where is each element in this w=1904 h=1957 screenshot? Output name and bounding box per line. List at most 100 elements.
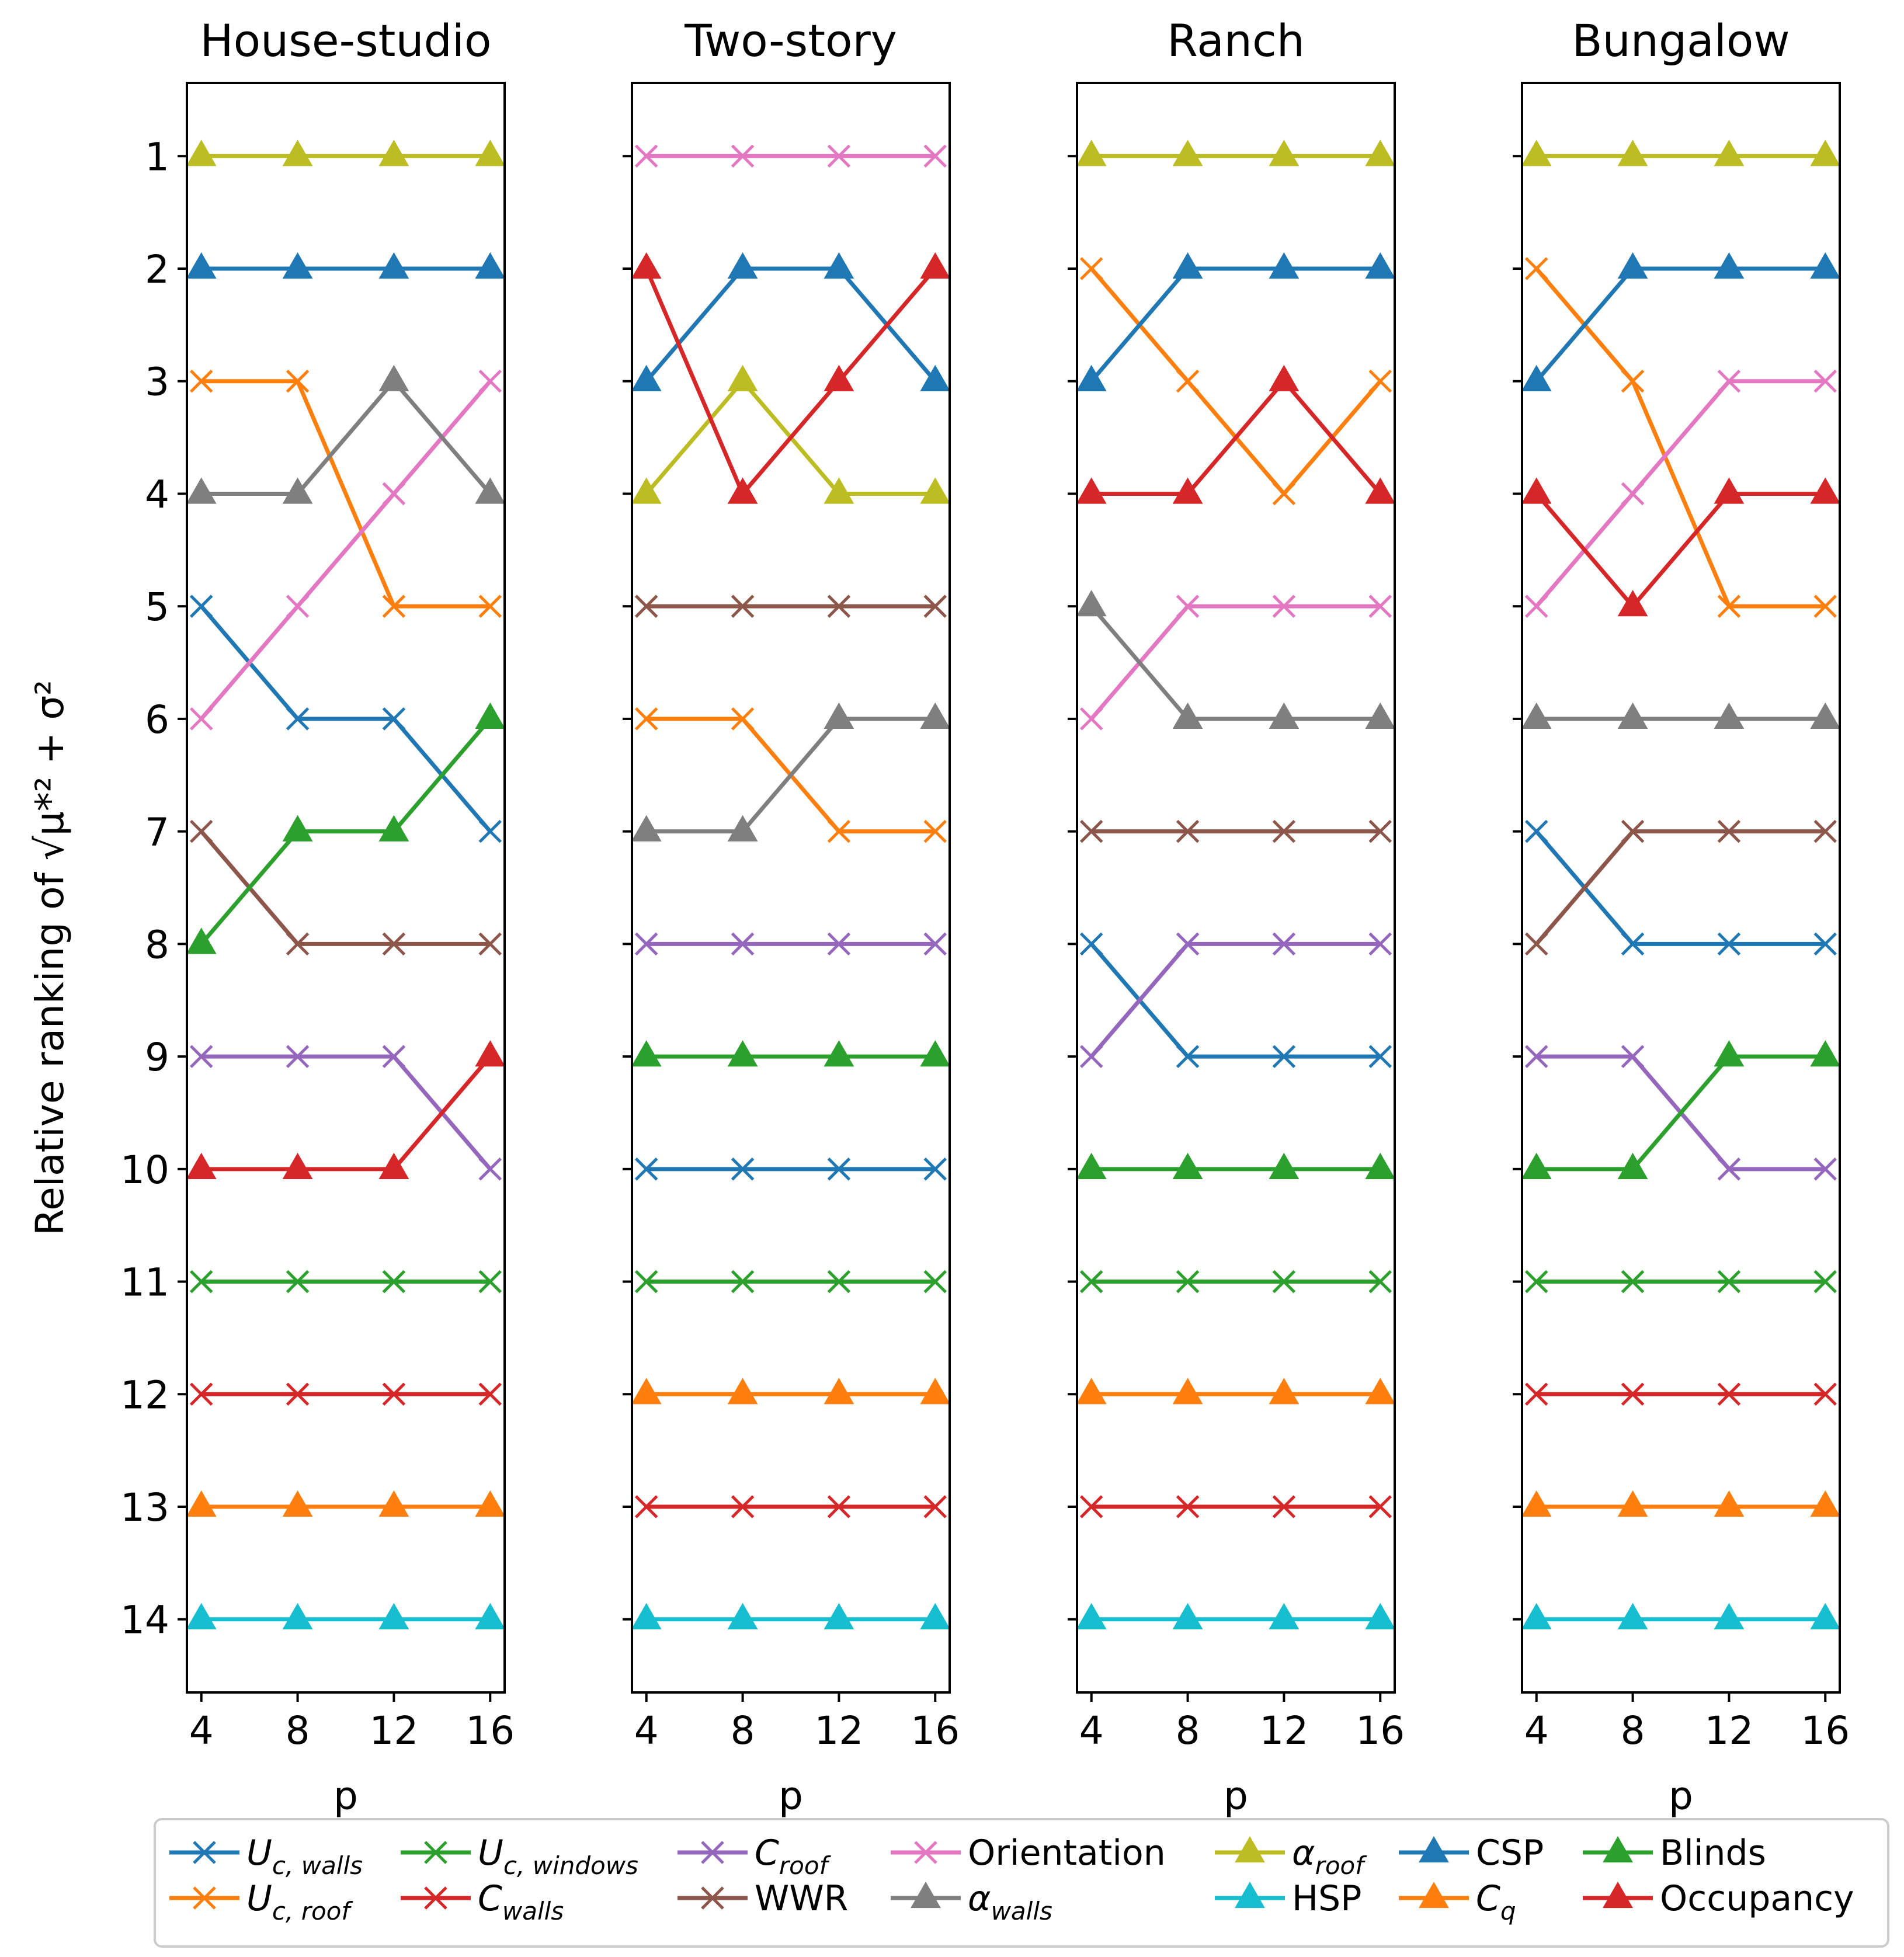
series-uc-windows — [189, 1270, 502, 1294]
y-tick-label: 3 — [145, 360, 169, 405]
legend-marker — [1235, 1881, 1265, 1909]
legend-entry-wwr: WWR — [677, 1878, 848, 1919]
x-tick-label: 4 — [1524, 1708, 1549, 1753]
legend-label: Uc, walls — [246, 1833, 363, 1880]
series-occupancy — [1521, 477, 1841, 617]
panel-title: Ranch — [1167, 15, 1305, 67]
legend-marker — [1603, 1881, 1633, 1909]
y-tick-label: 6 — [145, 697, 169, 742]
series-line — [1090, 604, 1381, 721]
data-point — [1717, 1382, 1741, 1406]
data-point — [1079, 1045, 1103, 1068]
series-line — [1090, 604, 1381, 721]
data-point — [1176, 819, 1200, 843]
data-point — [189, 707, 213, 731]
series-c-roof — [1079, 932, 1392, 1068]
data-point — [1524, 819, 1548, 843]
legend-marker — [193, 1886, 216, 1910]
data-point — [1172, 1152, 1203, 1179]
data-point — [1621, 482, 1645, 506]
data-point — [1813, 1157, 1837, 1181]
data-point — [475, 477, 506, 504]
y-tick-label: 8 — [145, 922, 169, 967]
series-uc-walls — [1079, 932, 1392, 1068]
data-point — [282, 140, 313, 166]
data-point — [1272, 819, 1296, 843]
legend-marker — [1603, 1836, 1633, 1863]
data-point — [282, 1152, 313, 1179]
data-point — [827, 819, 851, 843]
data-point — [634, 595, 658, 618]
data-point — [286, 369, 310, 393]
data-point — [382, 595, 406, 618]
data-point — [631, 364, 662, 391]
series-alpha-walls — [1521, 702, 1841, 729]
data-point — [1079, 707, 1103, 731]
data-point — [1076, 1378, 1107, 1405]
data-point — [1717, 1270, 1741, 1294]
data-point — [1717, 1157, 1741, 1181]
data-point — [478, 1157, 502, 1181]
series-blinds — [1076, 1152, 1396, 1179]
series-cq — [1521, 1490, 1841, 1517]
data-point — [727, 1378, 758, 1405]
data-point — [923, 1495, 947, 1518]
data-point — [1714, 252, 1745, 279]
data-point — [631, 252, 662, 279]
data-point — [727, 252, 758, 279]
x-tick-label: 4 — [1079, 1708, 1104, 1753]
series-line — [201, 1054, 492, 1171]
series-cq — [631, 1378, 951, 1405]
y-tick-label: 1 — [145, 134, 169, 179]
data-point — [824, 1603, 854, 1629]
data-point — [1714, 477, 1745, 504]
legend-marker — [193, 1841, 216, 1864]
legend-marker — [701, 1841, 724, 1864]
data-point — [286, 1270, 310, 1294]
data-point — [382, 1270, 406, 1294]
data-point — [1617, 140, 1648, 166]
panel-bungalow: Bungalow 4 8 12 16 p — [1513, 15, 1850, 1819]
data-point — [824, 1378, 854, 1405]
legend-label: Cwalls — [478, 1878, 564, 1925]
series-uc-windows — [1079, 1270, 1392, 1294]
data-point — [824, 477, 854, 504]
data-point — [1172, 1603, 1203, 1629]
data-point — [1810, 140, 1841, 166]
data-point — [1524, 932, 1548, 956]
x-tick-label: 4 — [634, 1708, 659, 1753]
data-point — [189, 369, 213, 393]
data-point — [1365, 1152, 1396, 1179]
data-point — [727, 477, 758, 504]
data-point — [634, 1157, 658, 1181]
series-cq — [1076, 1378, 1396, 1405]
data-point — [1621, 1382, 1645, 1406]
y-tick-label: 14 — [120, 1598, 169, 1643]
series-c-walls — [1079, 1495, 1392, 1518]
series-occupancy — [186, 1040, 506, 1179]
data-point — [727, 815, 758, 842]
series-alpha-walls — [631, 702, 951, 842]
data-point — [378, 815, 409, 842]
data-point — [920, 1378, 951, 1405]
series-csp — [631, 252, 951, 391]
data-point — [1810, 702, 1841, 729]
panel-ranch: Ranch 4 8 12 16 p — [1068, 15, 1405, 1819]
data-point — [1076, 364, 1107, 391]
data-point — [920, 252, 951, 279]
data-point — [478, 369, 502, 393]
data-point — [1076, 1152, 1107, 1179]
data-point — [727, 364, 758, 391]
legend-entry-occupancy: Occupancy — [1583, 1878, 1854, 1919]
legend-marker — [911, 1881, 941, 1909]
data-point — [378, 1603, 409, 1629]
data-point — [1617, 1490, 1648, 1517]
series-csp — [1521, 252, 1841, 391]
data-point — [1368, 595, 1392, 618]
data-point — [478, 819, 502, 843]
series-blinds — [1521, 1040, 1841, 1179]
data-point — [1272, 1495, 1296, 1518]
legend-entry-cq: Cq — [1399, 1878, 1516, 1925]
data-point — [1810, 1040, 1841, 1067]
data-point — [1810, 477, 1841, 504]
